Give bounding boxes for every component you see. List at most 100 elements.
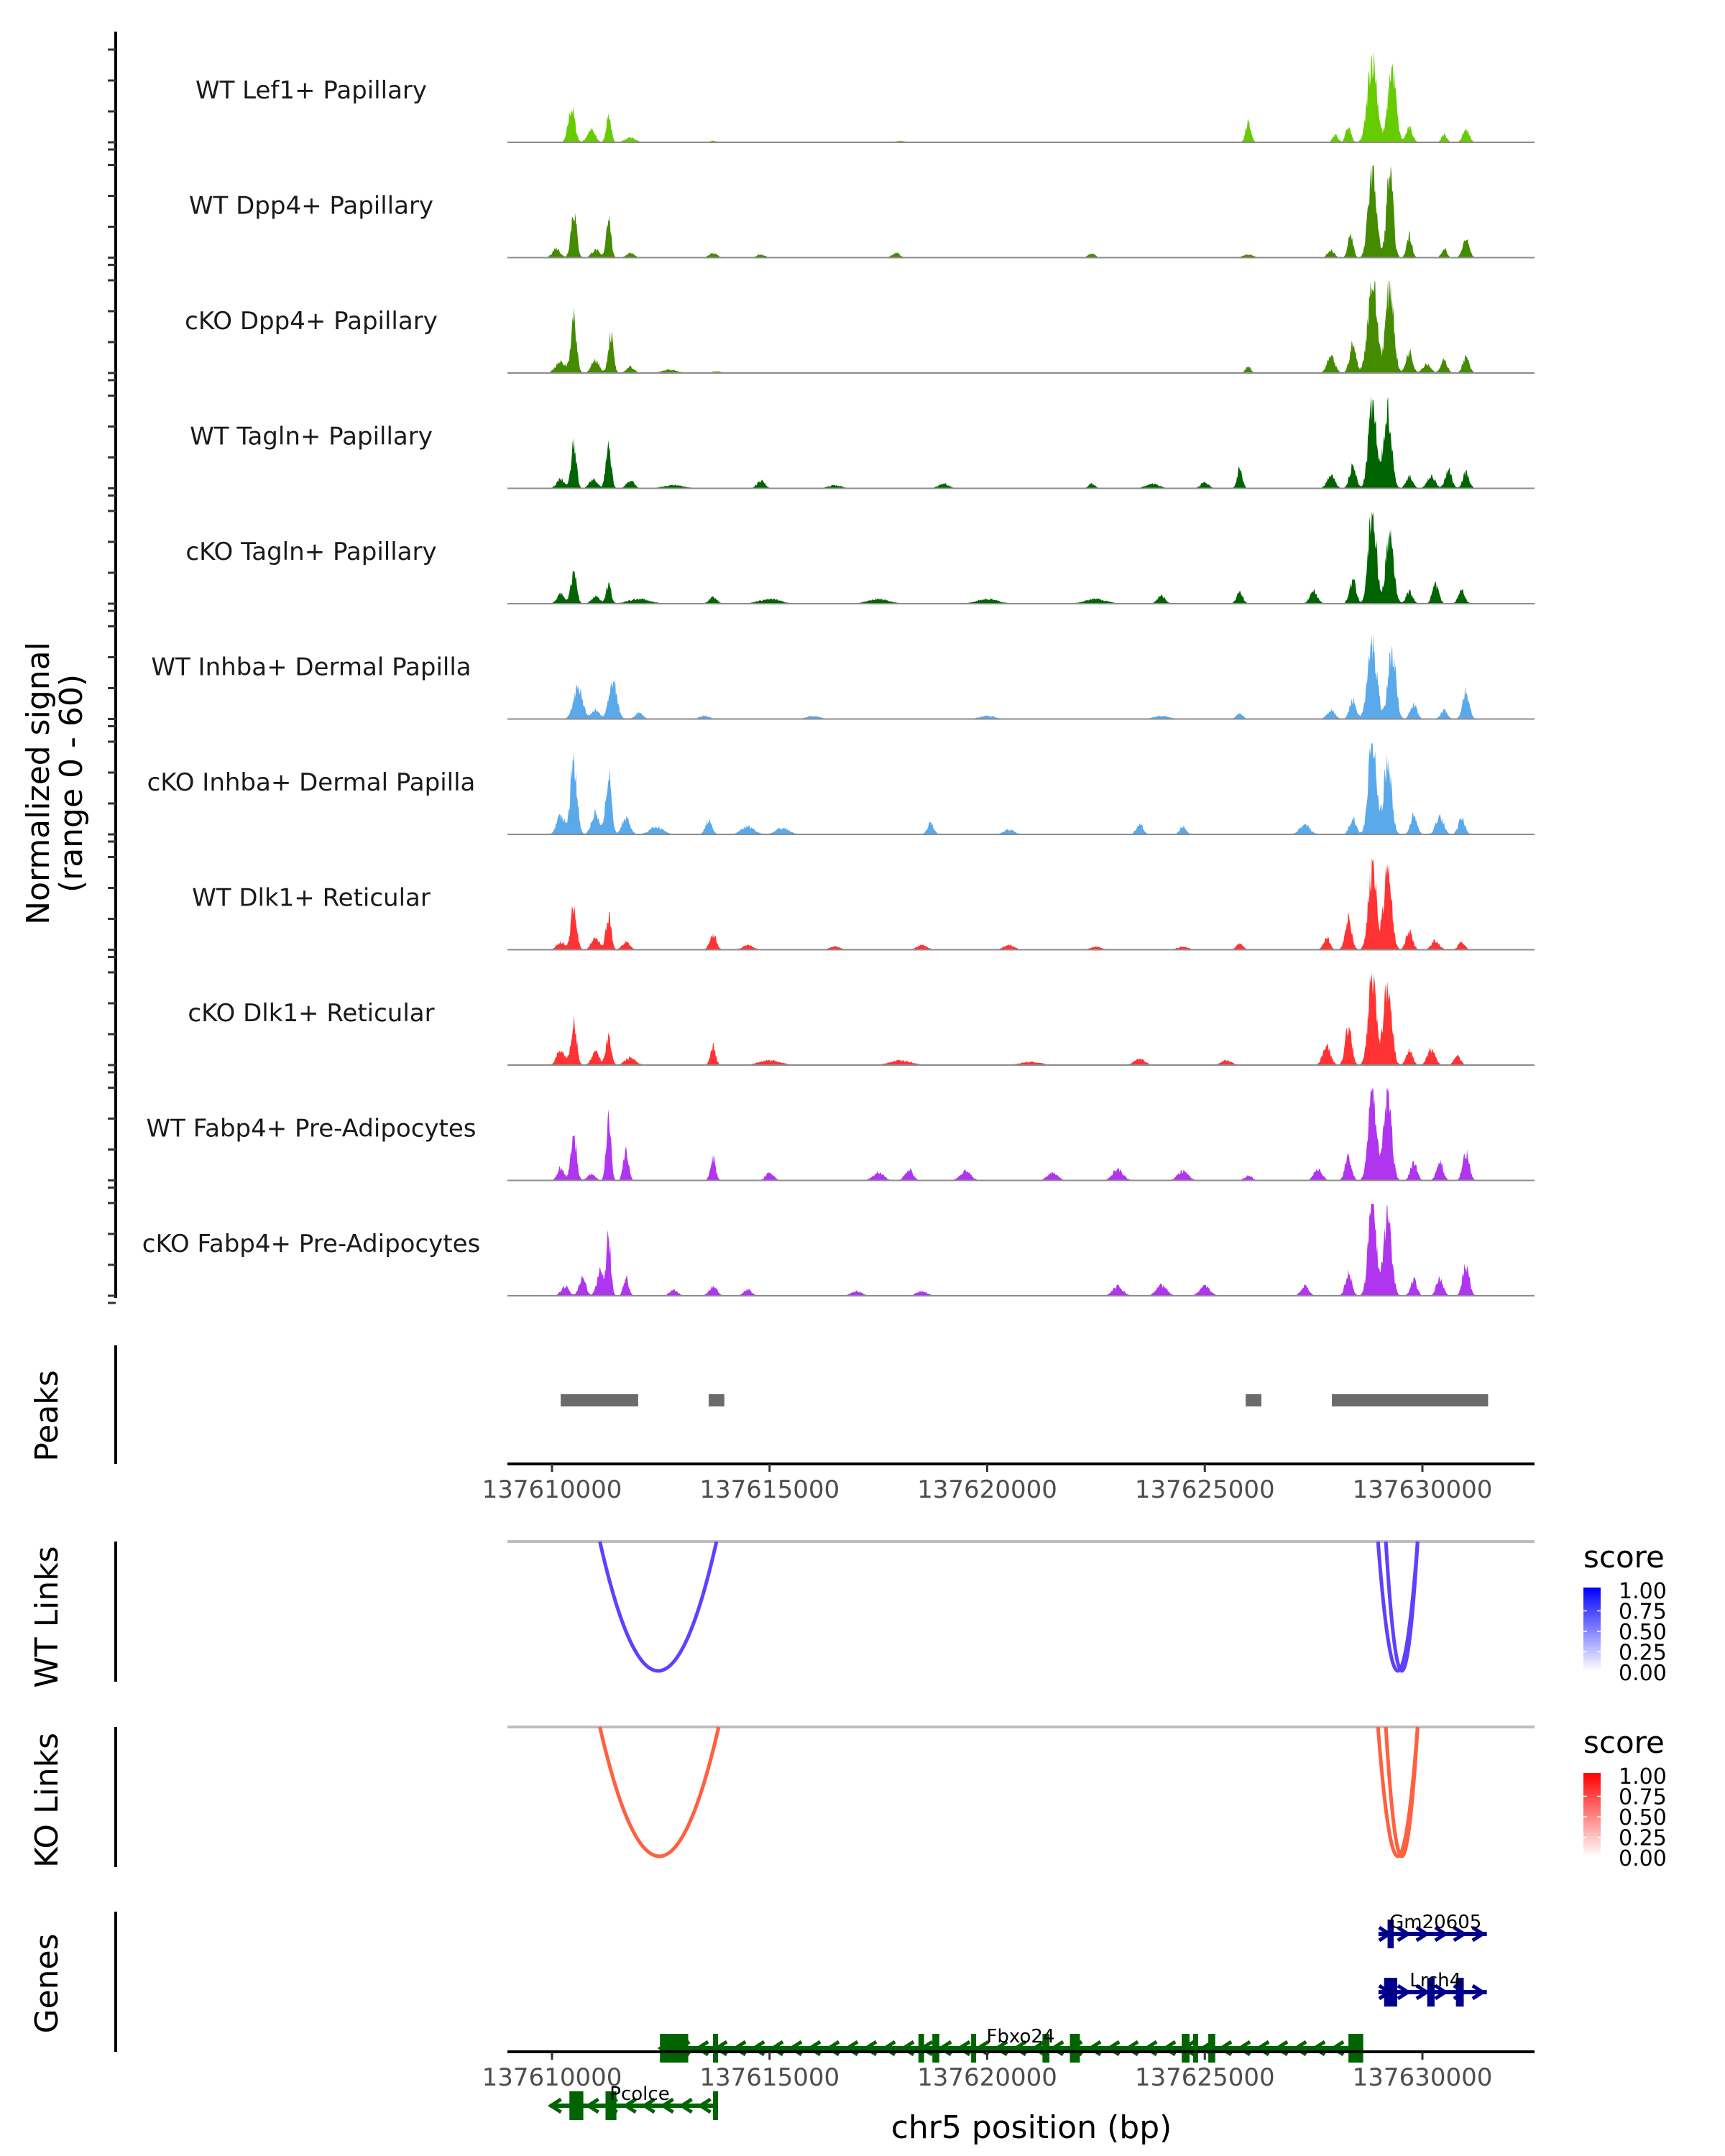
strand-arrow-left-icon	[678, 2097, 693, 2114]
coverage-area	[547, 50, 1492, 142]
coverage-track: cKO Fabp4+ Pre-Adipocytes	[142, 1204, 1535, 1296]
exon	[1348, 2034, 1363, 2063]
track-label: WT Tagln+ Papillary	[190, 423, 433, 451]
exon	[605, 2091, 617, 2120]
strand-arrow-left-icon	[584, 2097, 599, 2114]
peak-region	[561, 1394, 638, 1406]
coverage-track: WT Dpp4+ Papillary	[189, 165, 1535, 259]
track-label: cKO Fabp4+ Pre-Adipocytes	[142, 1230, 481, 1258]
legend-label: 0.75	[1619, 1785, 1667, 1810]
track-label: cKO Dlk1+ Reticular	[188, 999, 434, 1028]
coverage-y-axis-title: Normalized signal (range 0 - 60)	[20, 642, 90, 925]
exon	[713, 2034, 719, 2063]
exon	[1192, 2034, 1198, 2063]
y-axis-title-line-2: (range 0 - 60)	[53, 674, 90, 893]
strand-arrow-right-icon	[1434, 1984, 1449, 2001]
x-tick-label: 137625000	[1135, 1475, 1275, 1504]
coverage-track: cKO Inhba+ Dermal Papilla	[147, 742, 1535, 835]
exon	[1387, 1920, 1394, 1948]
gene-model: Gm20605	[1378, 1912, 1487, 1948]
track-label: cKO Tagln+ Papillary	[185, 538, 436, 566]
track-label: WT Fabp4+ Pre-Adipocytes	[147, 1115, 477, 1143]
x-tick-label: 137620000	[917, 2063, 1057, 2092]
peak-region	[1246, 1394, 1261, 1406]
legend-title: score	[1583, 1539, 1665, 1575]
y-axis-title-line-1: Normalized signal	[20, 642, 57, 925]
legend-colorbar	[1583, 1773, 1601, 1856]
x-tick-label: 137615000	[699, 1475, 840, 1504]
wt-links-track-label: WT Links	[29, 1546, 65, 1687]
track-label: WT Dlk1+ Reticular	[192, 884, 431, 913]
coverage-tracks: WT Lef1+ Papillary WT Dpp4+ Papillary cKO …	[142, 50, 1535, 1296]
coverage-track: WT Fabp4+ Pre-Adipocytes	[147, 1088, 1535, 1181]
coverage-track: WT Dlk1+ Reticular	[192, 857, 1535, 951]
strand-arrow-right-icon	[1471, 1984, 1486, 2001]
track-label: WT Lef1+ Papillary	[196, 76, 427, 105]
coverage-track: cKO Dpp4+ Papillary	[185, 281, 1535, 374]
coverage-area	[547, 1088, 1492, 1181]
x-tick-label: 137620000	[917, 1475, 1057, 1504]
exon	[971, 2034, 977, 2063]
legend-label: 0.75	[1619, 1600, 1667, 1625]
link-arc	[598, 1726, 721, 1858]
x-tick-label: 137615000	[699, 2063, 840, 2092]
x-tick-label: 137625000	[1135, 2063, 1275, 2092]
exon	[569, 2091, 584, 2120]
track-label: WT Dpp4+ Papillary	[189, 192, 433, 221]
legend-label: 0.00	[1619, 1846, 1667, 1871]
ko-links-legend: score 1.000.750.500.250.00	[1583, 1725, 1667, 1871]
strand-arrow-left-icon	[659, 2097, 674, 2114]
strand-arrow-left-icon	[696, 2097, 712, 2114]
coverage-track: WT Tagln+ Papillary	[190, 396, 1535, 489]
wt-links-legend: score 1.000.750.500.250.00	[1583, 1539, 1667, 1686]
exon	[1182, 2034, 1190, 2063]
gene-model: Lrch4	[1378, 1970, 1487, 2007]
peak-region	[708, 1394, 724, 1406]
strand-arrow-left-icon	[547, 2097, 562, 2114]
coverage-track: WT Lef1+ Papillary	[196, 50, 1535, 143]
x-tick-label: 137630000	[1353, 1475, 1493, 1504]
x-tick-label: 137610000	[482, 2063, 622, 2092]
legend-label: 0.25	[1619, 1641, 1667, 1666]
exon	[713, 2091, 719, 2120]
exon	[1384, 1978, 1397, 2007]
x-tick-label: 137610000	[482, 1475, 622, 1504]
exon	[1427, 1978, 1435, 2007]
strand-arrow-right-icon	[1415, 1925, 1430, 1943]
wt-link-arcs	[507, 1540, 1535, 1673]
strand-arrow-right-icon	[1397, 1984, 1412, 2001]
strand-arrow-right-icon	[1471, 1925, 1486, 1943]
legend-label: 0.50	[1619, 1620, 1667, 1645]
exon	[918, 2034, 924, 2063]
strand-arrow-right-icon	[1434, 1925, 1449, 1943]
exon	[1208, 2034, 1215, 2063]
gene-label: Lrch4	[1409, 1970, 1461, 1991]
coverage-area	[547, 281, 1492, 373]
track-label: cKO Inhba+ Dermal Papilla	[147, 768, 476, 797]
legend-title: score	[1583, 1725, 1665, 1760]
genes-track-label: Genes	[29, 1933, 65, 2033]
exon	[1070, 2034, 1080, 2063]
exon	[1042, 2034, 1050, 2063]
link-arc	[1384, 1541, 1420, 1673]
gene-label: Pcolce	[610, 2083, 669, 2105]
peak-regions	[561, 1394, 1489, 1406]
x-axis-title: chr5 position (bp)	[891, 2109, 1172, 2146]
track-label: WT Inhba+ Dermal Papilla	[151, 653, 471, 682]
x-axis-top: 137610000 137615000 137620000 137625000 1376…	[482, 1462, 1535, 1504]
gene-model: Fbxo24	[657, 2026, 1363, 2063]
legend-label: 0.00	[1619, 1661, 1667, 1686]
coverage-area	[547, 165, 1492, 258]
ko-links-track-label: KO Links	[29, 1733, 65, 1868]
x-axis-bottom: 137610000 137615000 137620000 137625000 1376…	[482, 2050, 1535, 2092]
peaks-track-label: Peaks	[29, 1370, 65, 1461]
coverage-area	[547, 396, 1492, 489]
track-label: cKO Dpp4+ Papillary	[185, 307, 438, 336]
peaks-panel: Peaks	[29, 1345, 1489, 1464]
strand-arrow-right-icon	[1397, 1925, 1412, 1943]
coverage-area	[547, 512, 1492, 604]
legend-label: 1.00	[1619, 1579, 1667, 1604]
legend-colorbar	[1583, 1588, 1601, 1671]
coverage-area	[547, 1204, 1492, 1296]
